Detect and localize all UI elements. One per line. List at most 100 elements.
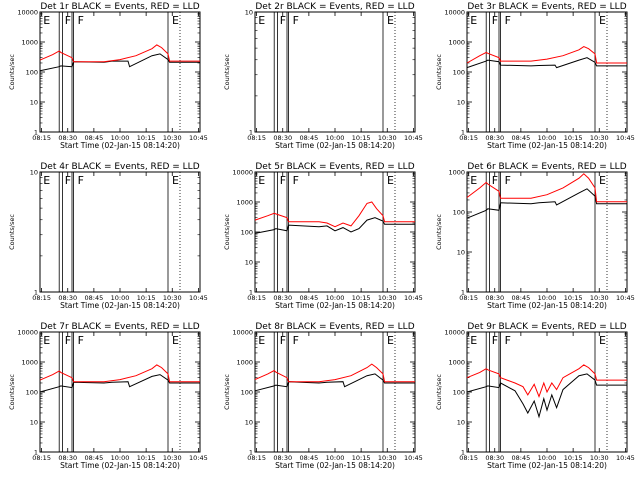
det-panel-1: Det 1r BLACK = Events, RED = LLD 08:15 08:… (8, 2, 208, 150)
x-tick-label: 08:45 (84, 294, 103, 302)
det-panel-3: Det 3r BLACK = Events, RED = LLD 08:15 08:… (435, 2, 635, 150)
x-tick-label: 10:30 (378, 294, 397, 302)
x-tick-label: 08:45 (299, 294, 318, 302)
flag-label: E (172, 14, 179, 27)
flag-label: F (65, 174, 71, 187)
x-axis-label: Start Time (02-Jan-15 08:14:20) (487, 301, 607, 310)
x-tick-label: 10:00 (538, 294, 557, 302)
x-tick-label: 08:30 (485, 454, 504, 462)
x-tick-label: 10:15 (352, 134, 371, 142)
y-tick-label: 10 (457, 99, 465, 107)
y-tick-label: 1 (249, 449, 253, 457)
x-axis-label: Start Time (02-Jan-15 08:14:20) (487, 461, 607, 470)
y-tick-label: 10 (30, 169, 38, 177)
y-tick-label: 10 (30, 419, 38, 427)
y-axis-label: Counts/sec (8, 54, 16, 90)
y-tick-label: 10 (245, 259, 253, 267)
det-panel-4: Det 4r BLACK = Events, RED = LLD 08:15 08:… (8, 162, 208, 310)
flag-label: F (78, 14, 84, 27)
x-tick-label: 10:30 (378, 454, 397, 462)
plot-frame (39, 171, 201, 293)
x-tick-label: 08:15 (32, 294, 51, 302)
flag-label: E (258, 174, 265, 187)
x-tick-label: 08:15 (247, 134, 266, 142)
y-tick-label: 1000 (21, 359, 38, 367)
y-tick-label: 10000 (232, 169, 253, 177)
panel-title: Det 8r BLACK = Events, RED = LLD (255, 322, 414, 332)
flag-label: E (599, 174, 606, 187)
x-tick-label: 08:30 (485, 134, 504, 142)
panel-title: Det 5r BLACK = Events, RED = LLD (255, 162, 414, 172)
panel-title: Det 2r BLACK = Events, RED = LLD (255, 2, 414, 12)
flag-label: E (599, 14, 606, 27)
y-tick-label: 1 (249, 289, 253, 297)
y-axis-label: Counts/sec (435, 54, 443, 90)
events-series-line (466, 373, 627, 419)
x-tick-label: 08:15 (247, 294, 266, 302)
x-tick-label: 08:45 (511, 454, 530, 462)
flag-label: E (43, 174, 50, 187)
plot-frame (466, 171, 628, 293)
flag-label: F (505, 14, 511, 27)
det-panel-7: Det 7r BLACK = Events, RED = LLD 08:15 08:… (8, 322, 208, 470)
y-tick-label: 10 (245, 9, 253, 17)
plot-frame (254, 171, 416, 293)
y-tick-label: 1000 (448, 39, 465, 47)
x-tick-label: 10:00 (111, 294, 130, 302)
x-tick-label: 10:45 (189, 454, 208, 462)
lld-series-line (39, 364, 200, 383)
flag-label: E (470, 14, 477, 27)
x-tick-label: 10:15 (564, 294, 583, 302)
x-axis-label: Start Time (02-Jan-15 08:14:20) (275, 301, 395, 310)
y-axis-label: Counts/sec (435, 374, 443, 410)
x-tick-label: 08:30 (58, 134, 77, 142)
x-tick-label: 08:30 (273, 454, 292, 462)
x-tick-label: 10:30 (163, 454, 182, 462)
y-tick-label: 1000 (236, 199, 253, 207)
x-tick-label: 08:45 (84, 134, 103, 142)
x-axis-label: Start Time (02-Jan-15 08:14:20) (60, 141, 180, 150)
x-tick-label: 08:30 (58, 454, 77, 462)
y-tick-label: 10000 (17, 9, 38, 17)
x-tick-label: 10:45 (404, 294, 423, 302)
y-tick-label: 1 (249, 129, 253, 137)
y-tick-label: 100 (241, 389, 253, 397)
panel-title: Det 6r BLACK = Events, RED = LLD (467, 162, 626, 172)
y-tick-label: 1 (34, 129, 38, 137)
det-panel-6: Det 6r BLACK = Events, RED = LLD 08:15 08:… (435, 162, 635, 310)
flag-label: F (293, 14, 299, 27)
x-tick-label: 10:15 (137, 454, 156, 462)
y-tick-label: 1 (461, 289, 465, 297)
events-series-line (466, 188, 627, 219)
panel-title: Det 7r BLACK = Events, RED = LLD (40, 322, 199, 332)
flag-label: F (65, 14, 71, 27)
y-tick-label: 100 (453, 389, 465, 397)
y-tick-label: 10 (30, 99, 38, 107)
flag-label: E (387, 14, 394, 27)
flag-label: F (78, 334, 84, 347)
y-tick-label: 100 (26, 389, 38, 397)
y-tick-label: 1 (34, 289, 38, 297)
x-tick-label: 10:00 (111, 454, 130, 462)
x-tick-label: 10:30 (590, 294, 609, 302)
y-axis-label: Counts/sec (8, 214, 16, 250)
flag-label: E (258, 14, 265, 27)
y-tick-label: 100 (241, 229, 253, 237)
events-series-line (39, 53, 200, 72)
x-tick-label: 08:15 (32, 454, 51, 462)
flag-label: F (280, 334, 286, 347)
x-tick-label: 08:45 (511, 294, 530, 302)
lld-series-line (466, 46, 627, 64)
lld-series-line (254, 201, 415, 228)
y-tick-label: 10 (457, 419, 465, 427)
flag-label: F (293, 334, 299, 347)
panel-title: Det 9r BLACK = Events, RED = LLD (467, 322, 626, 332)
x-tick-label: 10:45 (189, 294, 208, 302)
x-tick-label: 08:15 (247, 454, 266, 462)
x-tick-label: 10:30 (590, 134, 609, 142)
flag-label: F (293, 174, 299, 187)
y-axis-label: Counts/sec (223, 374, 231, 410)
x-tick-label: 10:00 (326, 134, 345, 142)
y-tick-label: 100 (453, 69, 465, 77)
y-tick-label: 10000 (17, 329, 38, 337)
